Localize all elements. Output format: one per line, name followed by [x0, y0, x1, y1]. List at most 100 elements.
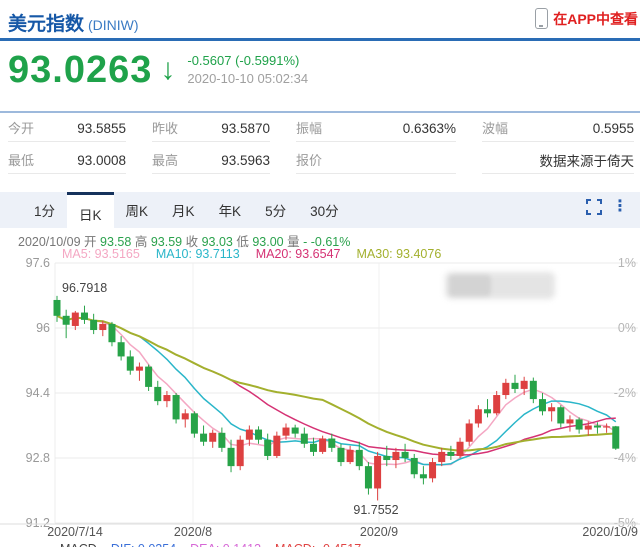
tabbar-icons: ⋮ [586, 199, 628, 215]
stat-value: 0.6363% [402, 121, 456, 136]
candle-body [309, 443, 317, 452]
candle-body [190, 413, 198, 434]
candle-body [355, 449, 363, 467]
candle-body [465, 423, 473, 442]
candlestick-chart[interactable]: 97.6 1% 96 0% 94.4 -2% 92.8 -4% 91.2 -5% 2020/7/14… [0, 255, 640, 547]
tab-周K[interactable]: 周K [125, 204, 149, 219]
stat-label: 今开 [8, 121, 35, 136]
stat-cell: 最高 93.5963 [152, 150, 270, 174]
instrument-name: 美元指数 [8, 14, 85, 35]
candle-body [135, 366, 143, 371]
info-value: 93.00 [252, 235, 284, 249]
candle-body [181, 413, 189, 420]
ohlc-info-line: 2020/10/09 开 93.58 高 93.59 收 93.03 低 93.… [18, 231, 350, 250]
stat-label: 昨收 [152, 121, 179, 136]
macd-value: DEA: 0.1413 [190, 542, 261, 547]
price-change: -0.5607 (-0.5991%) [187, 53, 300, 68]
stat-value: 0.5955 [592, 121, 634, 136]
candle-body [71, 312, 79, 326]
candle-body [511, 382, 519, 389]
period-tabbar: 1分 日K 周K 月K 年K 5分 30分 ⋮ [0, 192, 640, 233]
candle-body [502, 382, 510, 396]
candle-body [548, 407, 556, 412]
y-axis-label-left: 96 [36, 321, 50, 335]
candle-body [99, 323, 107, 331]
y-axis-label-right: 0% [618, 321, 636, 335]
watermark-blur-dense [449, 275, 491, 296]
last-price: 93.0263 [8, 49, 153, 91]
candle-body [319, 438, 327, 452]
ma10-line [56, 315, 617, 466]
candle-body [200, 433, 208, 442]
candle-body [291, 427, 299, 434]
macd-value: DIF: 0.0254 [111, 542, 176, 547]
candle-body [364, 466, 372, 489]
stat-cell: 波幅 0.5955 [482, 118, 634, 142]
candle-body [145, 366, 153, 387]
x-axis-label: 2020/10/9 [582, 525, 638, 539]
candle-body [337, 447, 345, 463]
info-label: 收 [185, 235, 199, 249]
info-value: 93.58 [100, 235, 132, 249]
stat-cell: 报价 [296, 150, 456, 174]
candle-body [410, 458, 418, 475]
info-label: 量 [287, 235, 300, 249]
tab-5分[interactable]: 5分 [265, 204, 287, 219]
macd-footer-line: MACD DIF: 0.0254 DEA: 0.1413 MACD: -0.4517 [60, 542, 375, 547]
tab-年K[interactable]: 年K [218, 204, 242, 219]
tab-日K[interactable]: 日K [67, 192, 114, 233]
y-axis-label-left: 92.8 [26, 451, 50, 465]
candle-body [484, 409, 492, 414]
x-axis-label: 2020/8 [174, 525, 212, 539]
y-axis-label-right: -2% [614, 386, 636, 400]
stat-value: 数据来源于倚天 [539, 154, 635, 169]
tab-月K[interactable]: 月K [172, 204, 195, 219]
candle-body [255, 429, 263, 440]
open-in-app-link[interactable]: 在APP中查看 [535, 8, 638, 29]
candle-body [603, 426, 611, 428]
section-divider [0, 111, 640, 113]
header: 美元指数 (DINIW) 在APP中查看 [0, 0, 640, 41]
candle-body [80, 312, 88, 320]
stat-label: 最高 [152, 153, 179, 168]
candle-body [172, 395, 180, 420]
candle-body [346, 449, 354, 463]
ma5-line [56, 315, 617, 466]
candle-body [236, 439, 244, 467]
open-in-app-label: 在APP中查看 [553, 10, 638, 27]
down-arrow-icon: ↓ [160, 53, 176, 86]
candle-body [245, 429, 253, 440]
candle-body [209, 432, 217, 442]
y-axis-label-left: 91.2 [26, 516, 50, 530]
candle-body [575, 419, 583, 430]
tab-30分[interactable]: 30分 [310, 204, 339, 219]
info-value: - [303, 235, 308, 249]
fullscreen-icon[interactable] [586, 199, 602, 215]
candle-body [264, 439, 272, 456]
y-axis-label-left: 94.4 [26, 386, 50, 400]
candle-body [282, 427, 290, 436]
candle-body [557, 407, 565, 424]
candle-body [154, 386, 162, 402]
ma-legend-item: MA20: 93.6547 [255, 247, 341, 261]
period-tabs: 1分 日K 周K 月K 年K 5分 30分 [22, 192, 351, 233]
candle-body [163, 395, 171, 402]
x-axis-label: 2020/7/14 [47, 525, 103, 539]
candle-body [218, 432, 226, 448]
tab-1分[interactable]: 1分 [34, 204, 56, 219]
x-axis-label: 2020/9 [360, 525, 398, 539]
stat-value: 93.5855 [77, 121, 126, 136]
stat-label: 报价 [296, 153, 323, 168]
candle-body [520, 380, 528, 389]
more-options-icon[interactable]: ⋮ [612, 198, 628, 215]
candle-body [90, 319, 98, 331]
info-value: 93.59 [150, 235, 183, 249]
y-axis-label-right: 1% [618, 256, 636, 270]
candle-body [273, 435, 281, 456]
y-axis-label-right: -4% [614, 451, 636, 465]
quote-block: 93.0263 ↓ -0.5607 (-0.5991%) 2020-10-10 … [8, 48, 308, 92]
quote-timestamp: 2020-10-10 05:02:34 [187, 71, 309, 86]
stat-label: 波幅 [482, 121, 509, 136]
candle-body [126, 356, 134, 371]
candle-body [374, 455, 382, 489]
